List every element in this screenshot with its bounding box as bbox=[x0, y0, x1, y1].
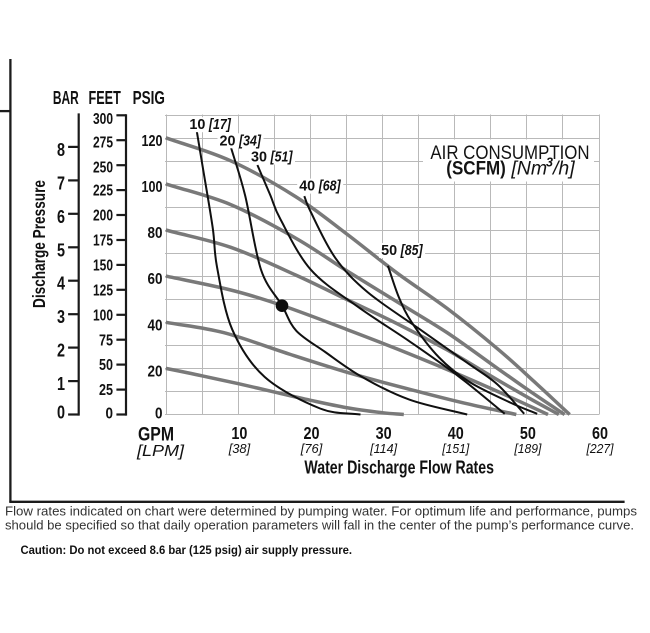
svg-text:1: 1 bbox=[57, 374, 65, 394]
svg-text:10: 10 bbox=[231, 423, 247, 443]
svg-text:275: 275 bbox=[93, 134, 113, 151]
svg-text:120: 120 bbox=[142, 133, 163, 150]
svg-text:175: 175 bbox=[93, 233, 113, 250]
svg-text:300: 300 bbox=[93, 111, 113, 128]
svg-text:[34]: [34] bbox=[238, 133, 262, 149]
svg-text:[LPM]: [LPM] bbox=[136, 443, 185, 460]
svg-text:20: 20 bbox=[220, 133, 236, 149]
svg-text:[151]: [151] bbox=[441, 441, 469, 456]
svg-text:125: 125 bbox=[93, 282, 113, 299]
svg-text:Discharge Pressure: Discharge Pressure bbox=[29, 180, 49, 308]
svg-text:40: 40 bbox=[299, 179, 315, 195]
svg-text:30: 30 bbox=[251, 150, 267, 166]
svg-text:200: 200 bbox=[93, 208, 113, 225]
svg-text:150: 150 bbox=[93, 258, 113, 275]
svg-text:3: 3 bbox=[546, 156, 553, 170]
svg-text:2: 2 bbox=[57, 341, 65, 361]
svg-text:/h]: /h] bbox=[551, 158, 575, 180]
svg-text:[Nm: [Nm bbox=[510, 158, 547, 180]
svg-text:0: 0 bbox=[155, 406, 163, 423]
svg-text:100: 100 bbox=[142, 179, 163, 196]
svg-text:[189]: [189] bbox=[513, 441, 541, 456]
svg-text:[114]: [114] bbox=[369, 441, 397, 456]
svg-text:[38]: [38] bbox=[228, 441, 251, 456]
svg-text:60: 60 bbox=[148, 271, 163, 288]
svg-text:[51]: [51] bbox=[270, 150, 294, 166]
svg-text:225: 225 bbox=[93, 183, 113, 200]
svg-text:75: 75 bbox=[99, 332, 113, 349]
svg-text:20: 20 bbox=[304, 423, 320, 443]
svg-text:100: 100 bbox=[93, 307, 113, 324]
svg-text:50: 50 bbox=[520, 423, 536, 443]
svg-text:GPM: GPM bbox=[138, 424, 174, 446]
svg-text:[17]: [17] bbox=[208, 117, 232, 133]
svg-text:30: 30 bbox=[376, 423, 392, 443]
svg-text:7: 7 bbox=[57, 173, 65, 193]
svg-text:5: 5 bbox=[57, 240, 65, 260]
svg-text:20: 20 bbox=[148, 364, 163, 381]
svg-text:250: 250 bbox=[93, 159, 113, 176]
svg-text:6: 6 bbox=[57, 207, 65, 227]
svg-text:Caution: Do not exceed 8.6 bar: Caution: Do not exceed 8.6 bar (125 psig… bbox=[21, 543, 353, 557]
svg-text:40: 40 bbox=[148, 317, 163, 334]
svg-text:0: 0 bbox=[106, 406, 114, 423]
svg-text:25: 25 bbox=[99, 382, 113, 399]
svg-text:Water Discharge Flow Rates: Water Discharge Flow Rates bbox=[304, 457, 494, 478]
svg-text:4: 4 bbox=[57, 274, 65, 294]
svg-text:50: 50 bbox=[99, 357, 113, 374]
svg-text:[85]: [85] bbox=[400, 243, 424, 259]
svg-text:[68]: [68] bbox=[318, 179, 342, 195]
svg-text:(SCFM): (SCFM) bbox=[446, 158, 506, 180]
svg-text:60: 60 bbox=[592, 423, 608, 443]
svg-text:40: 40 bbox=[448, 423, 464, 443]
svg-text:50: 50 bbox=[381, 243, 397, 259]
svg-text:Flow rates indicated on chart: Flow rates indicated on chart were deter… bbox=[5, 505, 637, 519]
svg-text:80: 80 bbox=[148, 225, 163, 242]
svg-text:8: 8 bbox=[57, 140, 65, 160]
svg-text:should be specified so that da: should be specified so that daily operat… bbox=[5, 519, 634, 533]
svg-text:FEET: FEET bbox=[89, 87, 122, 108]
svg-text:0: 0 bbox=[57, 403, 65, 423]
svg-text:10: 10 bbox=[189, 117, 205, 133]
svg-text:[76]: [76] bbox=[300, 441, 323, 456]
svg-text:BAR: BAR bbox=[53, 87, 79, 108]
svg-text:AIR CONSUMPTION: AIR CONSUMPTION bbox=[430, 142, 589, 164]
svg-text:[227]: [227] bbox=[586, 441, 614, 456]
svg-text:3: 3 bbox=[57, 307, 65, 327]
svg-text:PSIG: PSIG bbox=[133, 87, 165, 108]
